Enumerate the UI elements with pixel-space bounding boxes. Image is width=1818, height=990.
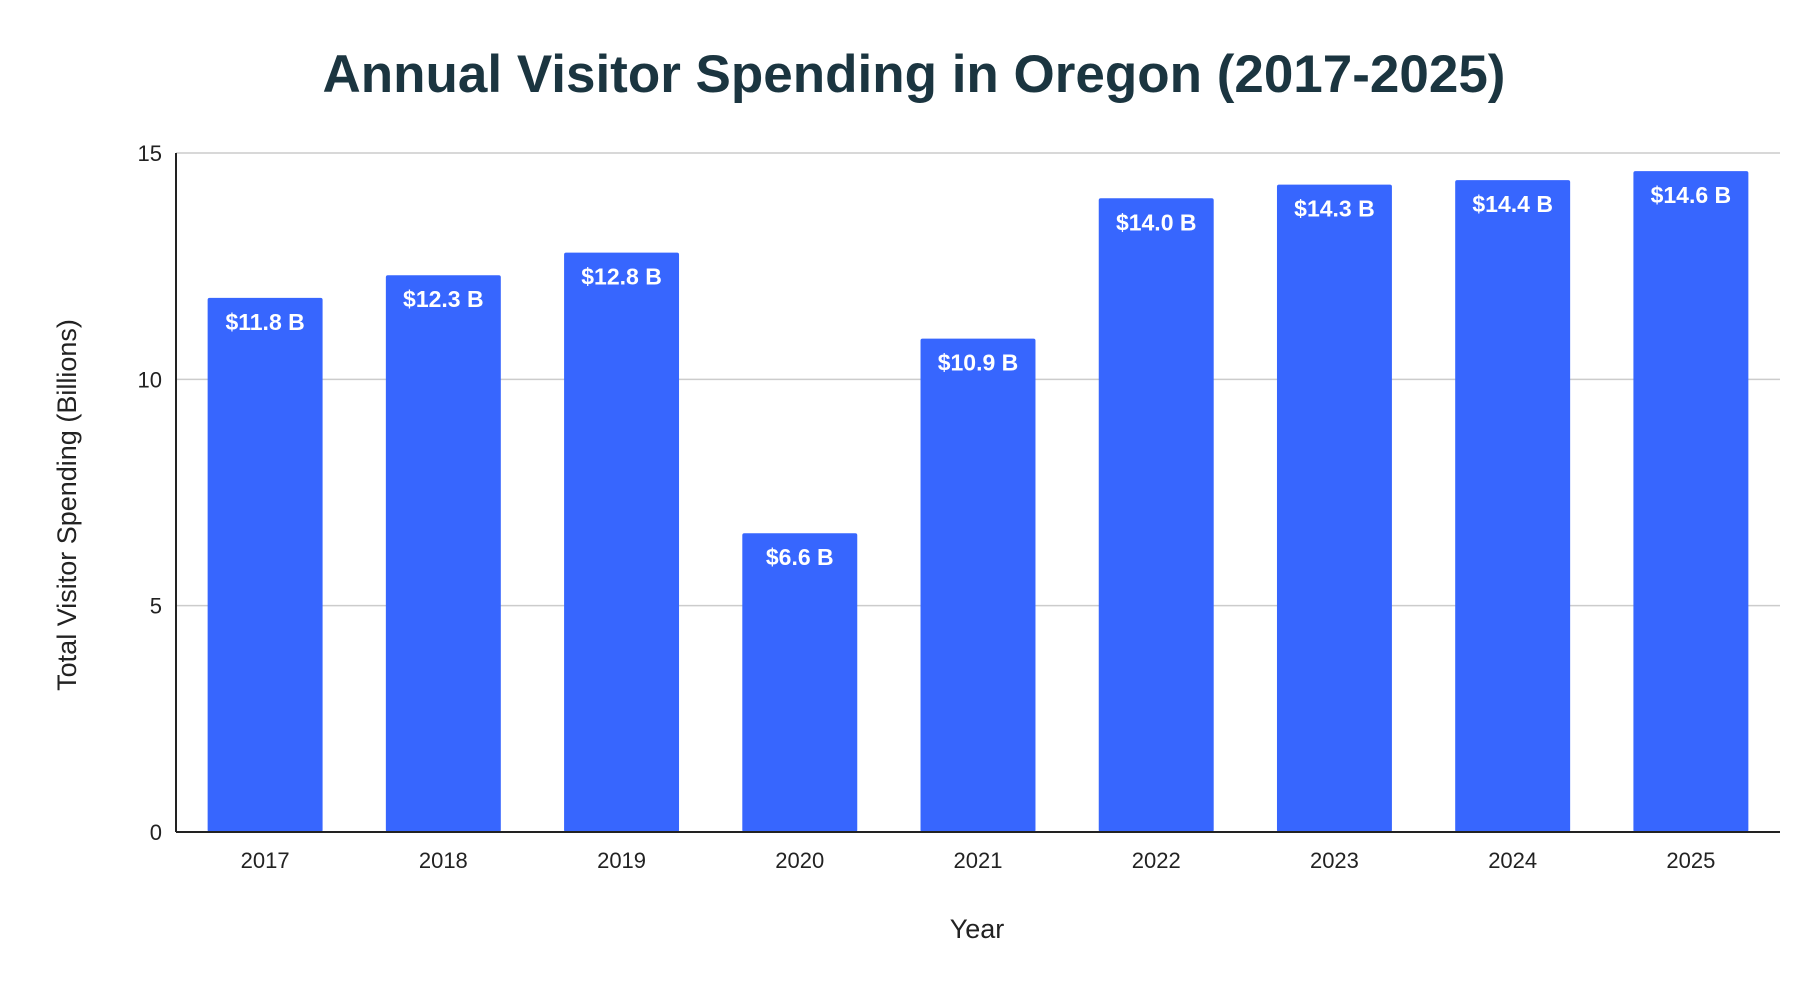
bar	[564, 252, 680, 832]
x-tick-label: 2023	[1310, 848, 1359, 873]
bar	[1633, 171, 1749, 832]
x-tick-label: 2017	[241, 848, 290, 873]
y-tick-label: 10	[138, 367, 162, 392]
data-label: $10.9 B	[938, 350, 1019, 376]
y-tick-label: 15	[138, 141, 162, 166]
bar	[1276, 184, 1392, 833]
x-tick-label: 2024	[1488, 848, 1537, 873]
x-tick-label: 2021	[954, 848, 1003, 873]
x-axis-title: Year	[950, 914, 1005, 944]
data-label: $12.8 B	[581, 264, 662, 290]
y-tick-label: 5	[150, 594, 162, 619]
bar	[742, 533, 858, 832]
y-axis-title: Total Visitor Spending (Billions)	[52, 319, 82, 691]
x-tick-label: 2025	[1666, 848, 1715, 873]
bar	[1455, 180, 1571, 832]
y-axis-ticks: 0 5 10 15	[138, 141, 162, 845]
data-label: $14.4 B	[1472, 191, 1553, 217]
data-label: $14.0 B	[1116, 209, 1197, 235]
x-tick-label: 2019	[597, 848, 646, 873]
x-tick-label: 2020	[775, 848, 824, 873]
data-label: $14.6 B	[1651, 182, 1732, 208]
bar	[207, 297, 323, 832]
y-tick-label: 0	[150, 820, 162, 845]
chart-title: Annual Visitor Spending in Oregon (2017-…	[323, 45, 1506, 104]
data-labels: $11.8 B $12.3 B $12.8 B $6.6 B $10.9 B $14.0 …	[225, 182, 1731, 570]
bar	[1098, 198, 1214, 832]
x-tick-label: 2022	[1132, 848, 1181, 873]
data-label: $11.8 B	[225, 309, 304, 335]
bars	[207, 171, 1749, 833]
bar	[920, 338, 1036, 832]
x-tick-label: 2018	[419, 848, 468, 873]
data-label: $6.6 B	[766, 544, 834, 570]
data-label: $14.3 B	[1294, 196, 1375, 222]
bar	[385, 275, 501, 833]
data-label: $12.3 B	[403, 286, 484, 312]
x-axis-ticks: 2017 2018 2019 2020 2021 2022 2023 2024 2025	[241, 848, 1716, 873]
